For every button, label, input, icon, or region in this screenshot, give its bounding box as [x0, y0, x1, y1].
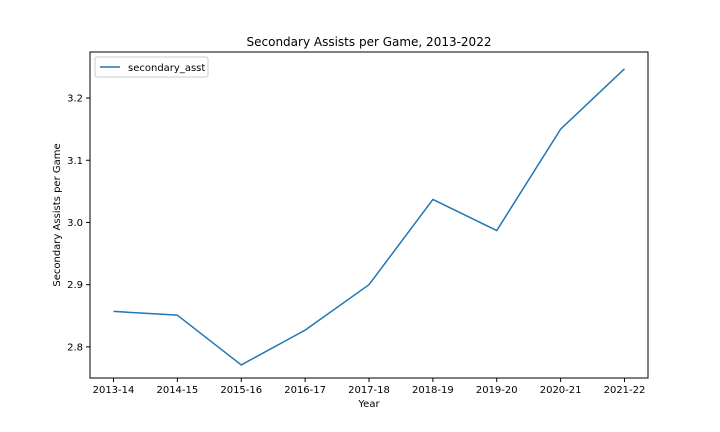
plot-area	[89, 51, 649, 379]
x-axis-label: Year	[357, 399, 380, 410]
y-tick-label: 2.8	[67, 342, 83, 353]
legend: secondary_asst	[94, 56, 209, 78]
x-tick-label: 2020-21	[540, 385, 582, 396]
y-tick-label: 3.1	[67, 156, 83, 167]
x-tick-label: 2013-14	[93, 385, 135, 396]
x-axis: 2013-14 2014-15 2015-16 2016-17 2017-18 2018-…	[93, 378, 646, 396]
x-tick-label: 2014-15	[156, 385, 198, 396]
y-axis-label: Secondary Assists per Game	[52, 143, 63, 286]
series-layer	[113, 68, 626, 366]
x-tick-label: 2017-18	[348, 385, 390, 396]
legend-box	[94, 56, 209, 78]
y-tick-label: 3.2	[67, 94, 83, 105]
x-tick-label: 2015-16	[220, 385, 262, 396]
x-tick-label: 2016-17	[284, 385, 326, 396]
y-tick-label: 2.9	[67, 280, 83, 291]
x-tick-label: 2021-22	[604, 385, 646, 396]
chart-title: Secondary Assists per Game, 2013-2022	[247, 35, 492, 49]
y-tick-label: 3.0	[67, 218, 83, 229]
y-axis: 2.8 2.9 3.0 3.1 3.2	[67, 94, 90, 353]
x-tick-label: 2019-20	[476, 385, 518, 396]
legend-label: secondary_asst	[128, 63, 205, 74]
x-tick-label: 2018-19	[412, 385, 454, 396]
